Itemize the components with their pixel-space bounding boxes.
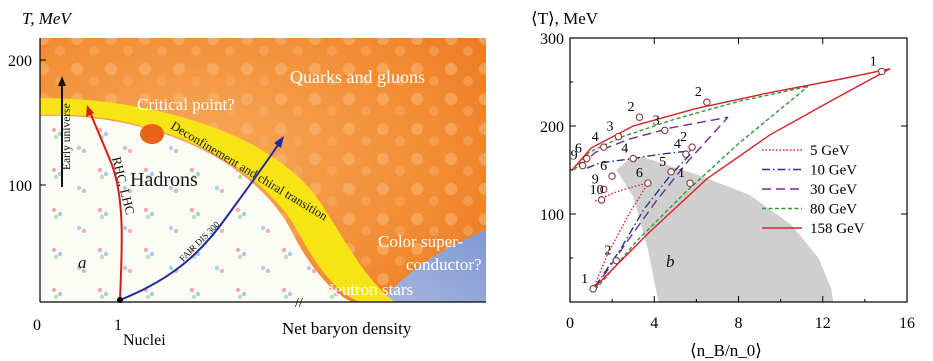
series-layer: [571, 68, 891, 291]
marker-point: [703, 98, 711, 106]
marker-point: [629, 154, 637, 163]
series-line-1-lower: [594, 151, 693, 287]
marker-label: 3: [653, 113, 660, 128]
rhic-lhc-arrow: [89, 111, 123, 301]
x-tick-label-1: 1: [114, 317, 122, 334]
nuclei-label: Nuclei: [123, 332, 166, 349]
series-line-3-upper: [573, 85, 809, 171]
series-line-0-lower: [592, 182, 649, 290]
x-tick-label: 4: [650, 315, 658, 332]
hadron-texture: [40, 115, 352, 302]
x-tick-label: 8: [735, 315, 743, 332]
marker-point: [635, 113, 644, 121]
marker-point: [578, 161, 587, 170]
legend-label: 30 GeV: [810, 182, 857, 198]
series-line-4-lower: [592, 68, 891, 290]
series-line-3-lower: [594, 85, 809, 291]
rhic-lhc-arrowhead: [86, 105, 94, 117]
marker-point: [589, 285, 597, 293]
marker-point: [877, 67, 886, 76]
marker-label: 4: [674, 137, 681, 152]
y-tick-label: 200: [540, 119, 564, 136]
marker-point: [583, 154, 591, 163]
marker-point: [688, 143, 696, 151]
marker-point: [612, 256, 621, 265]
phase-diagram-panel: // Early universe RHC, LHC FAIR DIS 300 …: [8, 9, 486, 349]
axis-break: //: [295, 296, 303, 311]
color-superconductor-region: [380, 230, 486, 302]
legend-label: 158 GeV: [810, 221, 865, 237]
panel-a-xlabel: Net baryon density: [282, 319, 412, 338]
marker-label: 6: [636, 166, 643, 181]
marker-label: 6: [575, 142, 582, 157]
x-tick-label: 16: [899, 315, 915, 332]
y-tick-label-100: 100: [8, 178, 32, 195]
fair-arrowhead: [274, 136, 284, 148]
legend-label: 80 GeV: [810, 202, 857, 218]
marker-point: [686, 179, 694, 187]
marker-label: 2: [628, 100, 635, 115]
color-sc-label-1: Color super-: [378, 232, 463, 251]
legend: 5 GeV 10 GeV 30 GeV 80 GeV 158 GeV: [762, 143, 865, 237]
marker-label: 2: [695, 85, 702, 100]
marker-label: 1: [870, 54, 877, 69]
marker-point: [644, 179, 652, 187]
early-universe-label: Early universe: [61, 103, 73, 170]
panel-a-ylabel: T, MeV: [22, 9, 73, 28]
marker-point: [682, 150, 690, 158]
legend-label: 10 GeV: [810, 163, 857, 179]
grey-exclusion-region: [616, 156, 834, 302]
series-line-0-upper: [595, 182, 649, 202]
fair-arrow: [119, 141, 281, 301]
marker-point: [608, 172, 616, 180]
marker-label: 4: [592, 130, 599, 145]
x-tick-label: 12: [815, 315, 831, 332]
grey-region: [616, 156, 834, 302]
marker-label: 10: [590, 183, 604, 198]
marker-label: 3: [606, 120, 613, 135]
y-tick-label: 300: [540, 31, 564, 48]
marker-point: [614, 132, 623, 141]
panel-b-xlabel: ⟨n_B/n_0⟩: [690, 341, 762, 360]
marker-label: 4: [621, 142, 628, 157]
panel-b-label: b: [666, 252, 675, 271]
panel-a-label: a: [78, 253, 87, 272]
qgp-label: Quarks and gluons: [290, 67, 425, 87]
marker-label: 1: [678, 166, 685, 181]
marker-label: 2: [604, 244, 611, 259]
panel-b-ylabel: ⟨T⟩, MeV: [531, 9, 599, 28]
marker-label: 5: [659, 155, 666, 170]
marker-point: [599, 143, 608, 151]
color-sc-label-2: conductor?: [406, 255, 482, 274]
marker-label: 9: [571, 149, 578, 164]
y-tick-label-200: 200: [8, 53, 32, 70]
hadrons-label: Hadrons: [130, 169, 198, 191]
neutron-stars-label: Neutron stars: [322, 280, 413, 299]
critical-point-marker: [140, 124, 164, 144]
y-tick-label: 100: [540, 207, 564, 224]
marker-point: [597, 196, 606, 204]
legend-label: 5 GeV: [810, 143, 850, 159]
marker-point: [599, 185, 608, 194]
series-line-4-upper: [571, 68, 891, 171]
critical-point-label: Critical point?: [137, 95, 235, 114]
x-tick-label: 0: [566, 315, 574, 332]
early-universe-arrowhead: [58, 76, 66, 86]
transition-band: [40, 98, 395, 302]
nuclei-point: [117, 297, 123, 303]
series-line-2-upper: [580, 116, 729, 167]
marker-label: 1: [581, 272, 588, 287]
marker-label: 2: [680, 130, 687, 145]
marker-label: 9: [592, 172, 599, 187]
marker-point: [661, 126, 669, 135]
marker-label: 6: [600, 159, 607, 174]
x-tick-label-0: 0: [33, 317, 41, 334]
marker-point: [667, 168, 675, 176]
